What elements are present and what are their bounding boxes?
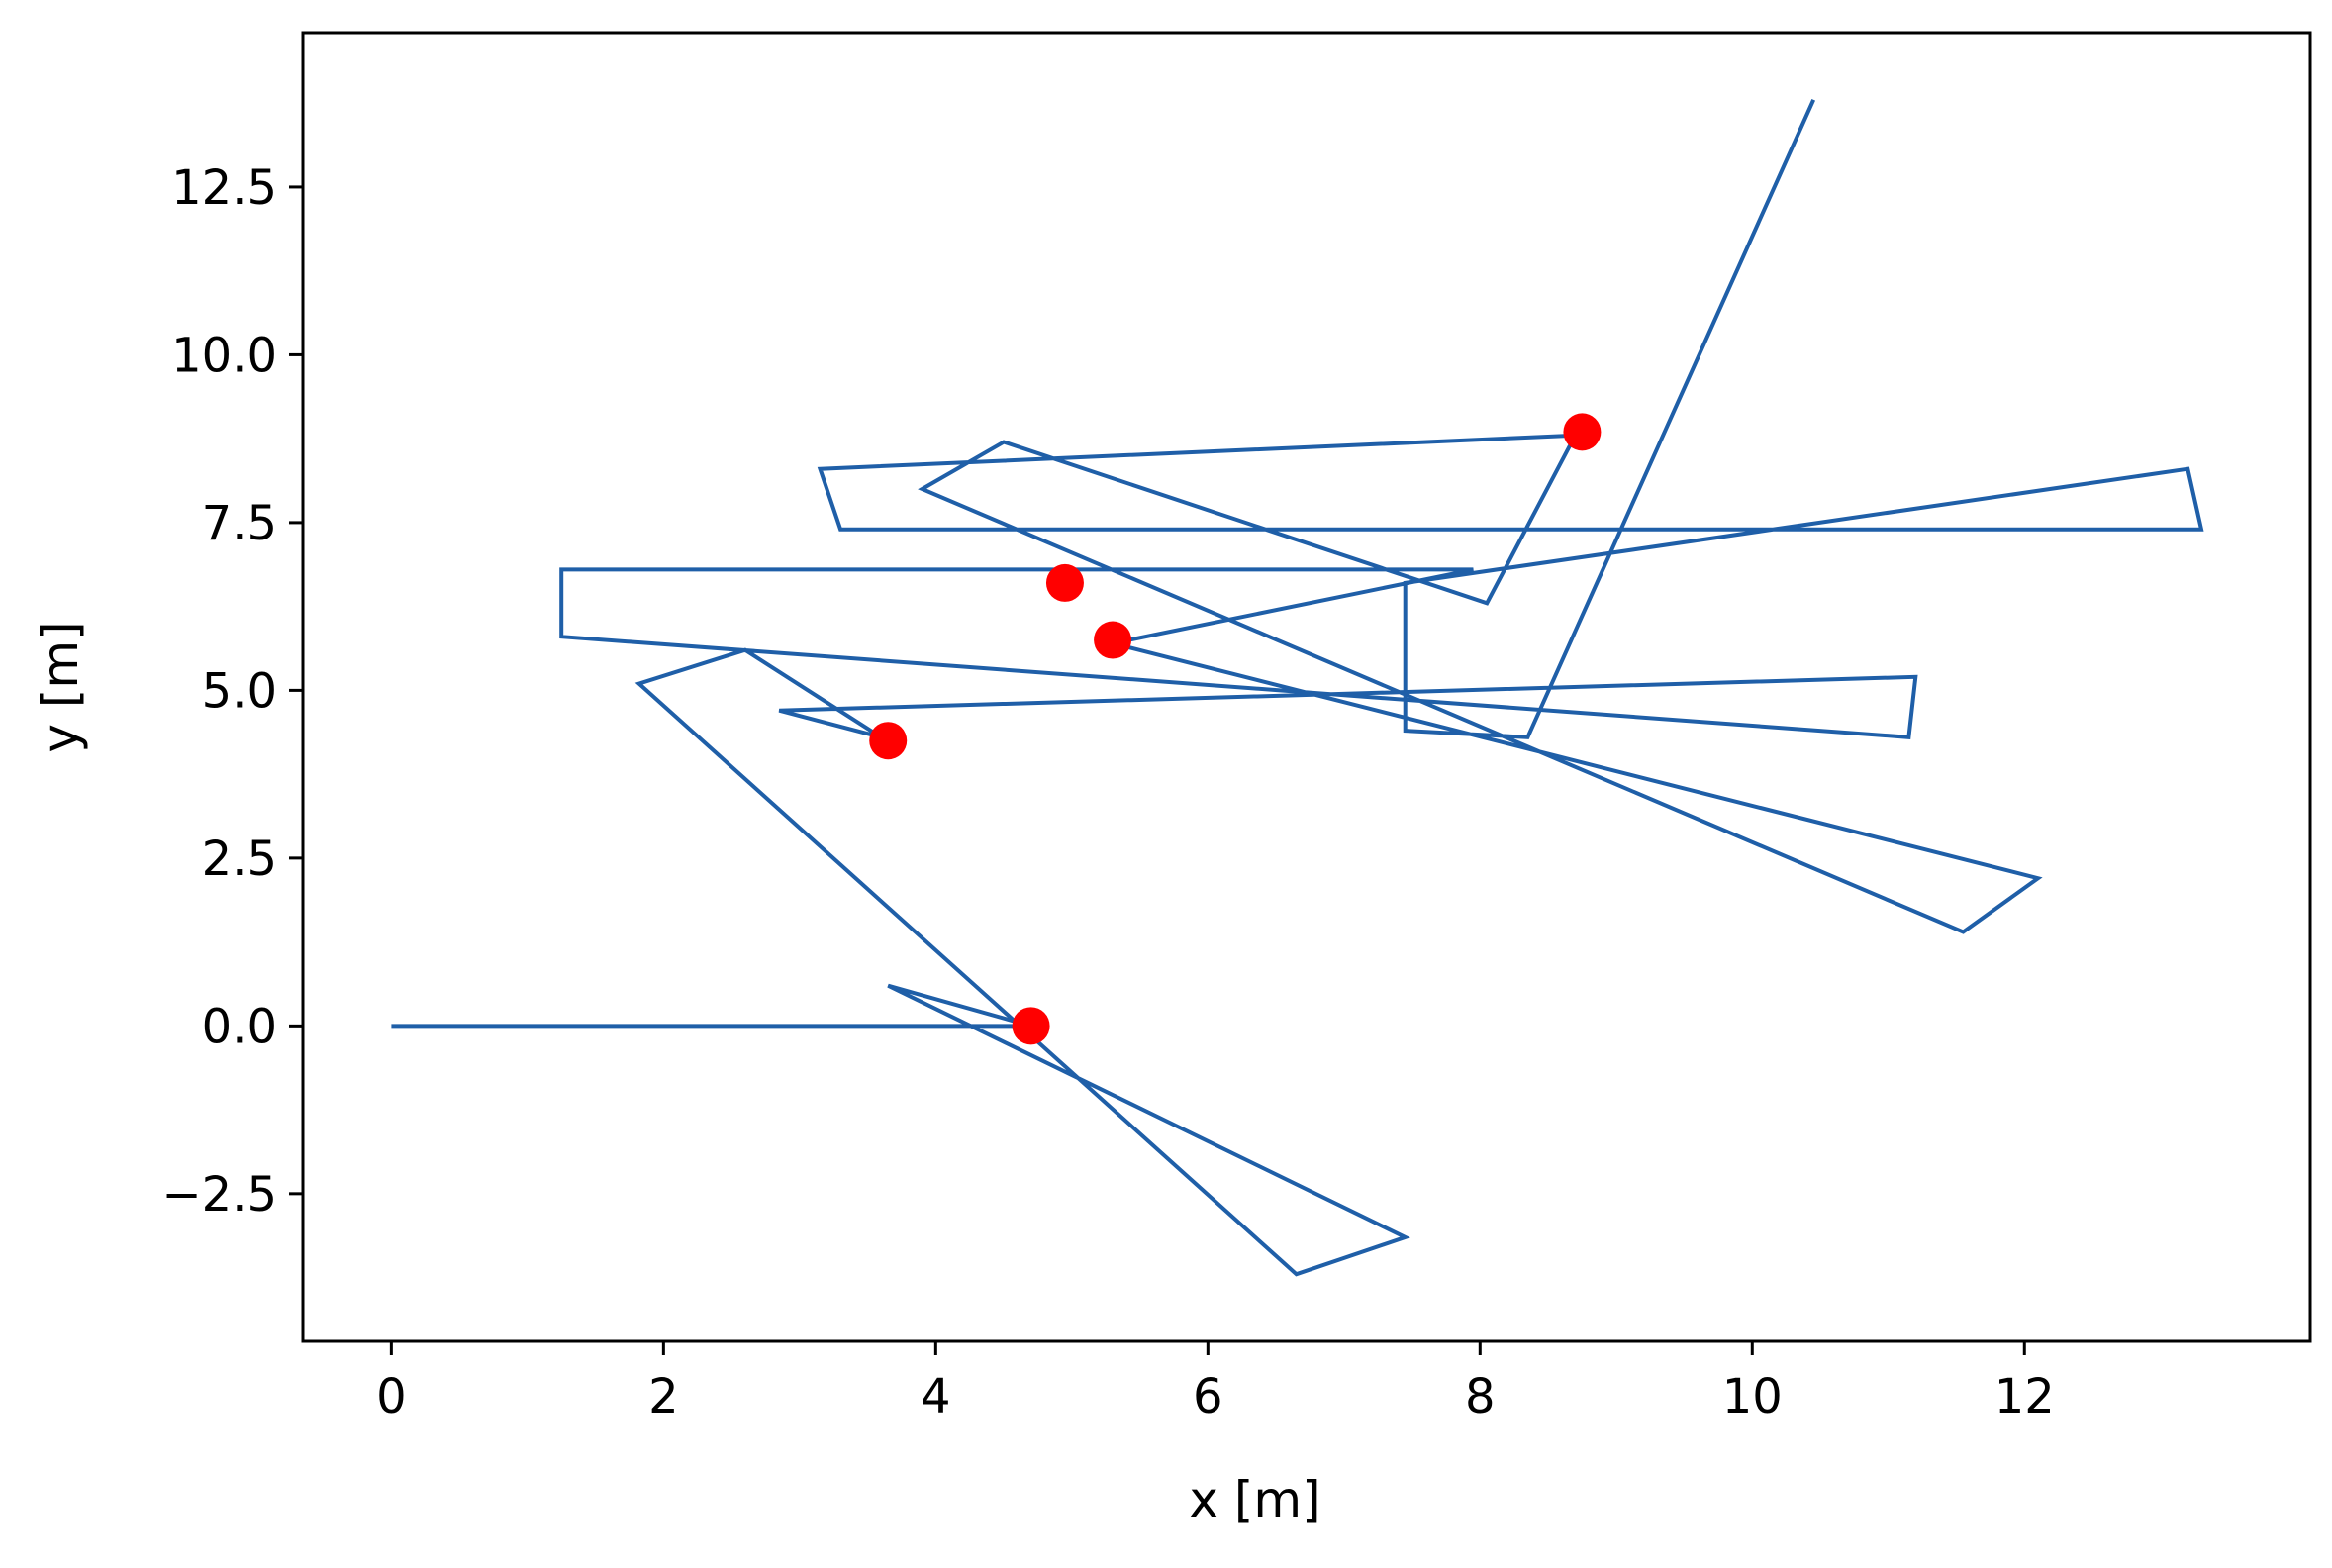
y-tick-label: 2.5	[202, 832, 277, 887]
plot-content	[391, 98, 2204, 1277]
y-axis-label: y [m]	[32, 621, 89, 752]
waypoint-marker	[1045, 563, 1084, 602]
plot-area	[303, 33, 2310, 1341]
waypoint-marker	[1094, 621, 1132, 659]
x-tick-label: 4	[921, 1369, 951, 1424]
x-tick-label: 10	[1722, 1369, 1783, 1424]
x-axis-label: x [m]	[1189, 1471, 1320, 1528]
y-tick-label: −2.5	[161, 1167, 277, 1223]
y-tick-label: 7.5	[202, 496, 277, 551]
y-tick-label: 5.0	[202, 663, 277, 719]
y-tick-label: 12.5	[171, 160, 277, 216]
y-tick-label: 0.0	[202, 999, 277, 1054]
plot-frame	[301, 31, 2312, 1343]
y-axis-ticks: −2.5 0.0 2.5 5.0 7.5 10.0 12.5	[161, 160, 303, 1223]
y-tick-label: 10.0	[171, 328, 277, 383]
x-axis-ticks: 0 2 4 6 8 10 12	[376, 1341, 2055, 1424]
x-tick-label: 2	[648, 1369, 679, 1424]
x-tick-label: 6	[1193, 1369, 1223, 1424]
x-tick-label: 0	[376, 1369, 407, 1424]
waypoint-marker	[1563, 413, 1602, 451]
x-tick-label: 12	[1994, 1369, 2055, 1424]
waypoint-marker	[869, 722, 908, 760]
waypoint-marker	[1012, 1007, 1050, 1045]
x-tick-label: 8	[1465, 1369, 1496, 1424]
